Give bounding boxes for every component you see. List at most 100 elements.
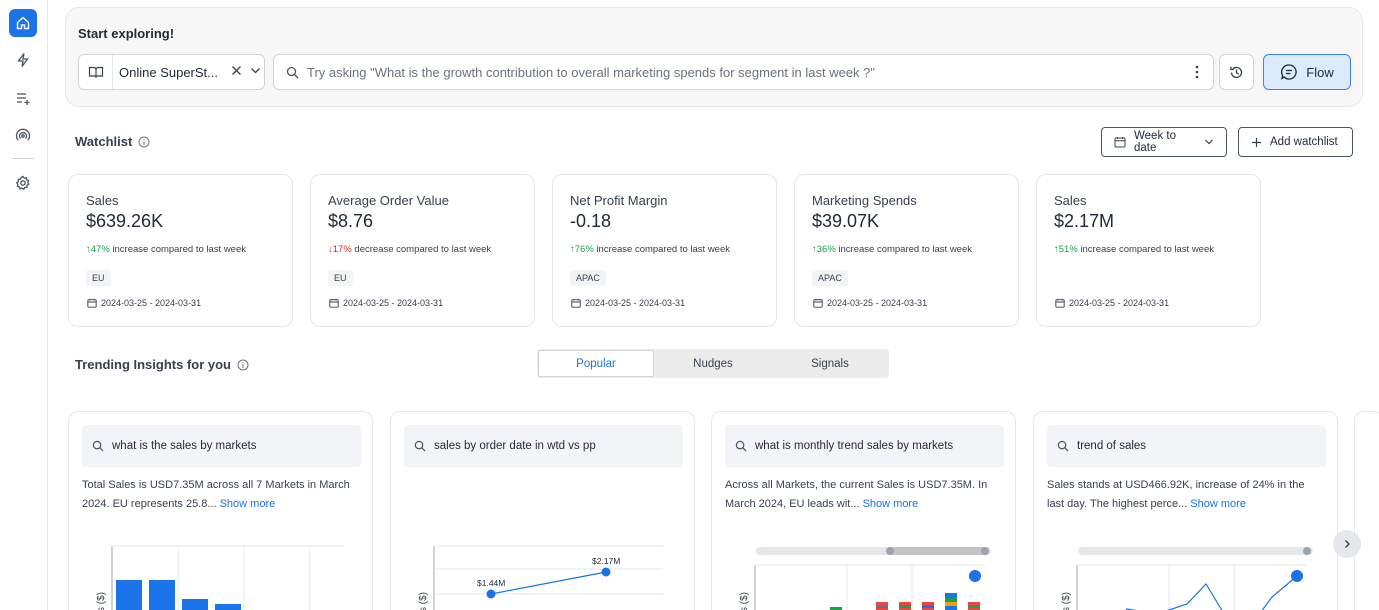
kpi-card[interactable]: Marketing Spends $39.07K ↑36% increase com… [794,174,1019,327]
kpi-title: Sales [86,193,119,208]
kpi-delta-pct: 76% [574,244,594,255]
chevron-down-icon[interactable] [250,63,261,81]
insight-card-peek [1354,411,1379,610]
insight-description: Total Sales is USD7.35M across all 7 Mar… [82,476,352,513]
kpi-title: Average Order Value [328,193,449,208]
kpi-card[interactable]: Sales $639.26K ↑47% increase compared to l… [68,174,293,327]
kpi-date-range: 2024-03-25 - 2024-03-31 [1055,298,1169,308]
explore-panel: Start exploring! Online SuperSt... Try a… [65,7,1363,107]
kpi-date-text: 2024-03-25 - 2024-03-31 [343,298,444,308]
chart-bar [876,602,888,610]
calendar-icon [329,298,339,308]
gear-icon[interactable] [9,169,37,197]
rail-divider [12,158,34,159]
insight-query-text: what is monthly trend sales by markets [755,440,954,452]
chart-ylabel: Sales ($) [96,592,107,610]
add-watchlist-label: Add watchlist [1270,136,1338,148]
kpi-delta-pct: 17% [332,244,352,255]
insight-description: Sales stands at USD466.92K, increase of … [1047,476,1317,513]
kpi-delta-text: increase compared to last week [596,244,730,255]
info-icon[interactable] [138,136,150,148]
kpi-value: -0.18 [570,211,612,231]
search-icon [414,440,426,452]
kpi-delta-pct: 51% [1058,244,1078,255]
insight-card[interactable]: sales by order date in wtd vs pp Sales (… [390,411,695,610]
chart-point [486,589,496,599]
kpi-card[interactable]: Average Order Value $8.76 ↓17% decrease co… [310,174,535,327]
flow-button[interactable]: Flow [1263,54,1351,90]
trend-up-icon: ↑ [86,244,91,255]
kpi-title: Net Profit Margin [570,193,668,208]
calendar-icon [571,298,581,308]
chart-point [601,567,611,577]
kpi-delta: ↑47% increase compared to last week [86,244,246,255]
tab-popular[interactable]: Popular [538,350,654,377]
add-watchlist-button[interactable]: Add watchlist [1238,127,1353,157]
insight-card[interactable]: what is monthly trend sales by markets A… [711,411,1016,610]
kpi-delta: ↑76% increase compared to last week [570,244,730,255]
kpi-date-range: 2024-03-25 - 2024-03-31 [571,298,685,308]
chat-icon [1280,63,1298,81]
kpi-date-range: 2024-03-25 - 2024-03-31 [813,298,927,308]
history-button[interactable] [1219,54,1254,90]
watchlist-title: Watchlist [75,134,150,149]
history-icon [1229,65,1244,80]
show-more-link[interactable]: Show more [219,497,276,510]
scroll-track [1078,547,1313,555]
lightning-icon[interactable] [9,46,37,74]
show-more-link[interactable]: Show more [862,497,919,510]
kpi-title: Marketing Spends [812,193,917,208]
insight-query: sales by order date in wtd vs pp [404,425,683,467]
chart-ylabel: Sales ($) [1061,592,1072,610]
chart-bar [182,599,208,610]
kpi-delta-pct: 47% [90,244,110,255]
plus-icon [1251,137,1262,148]
carousel-next-button[interactable] [1333,530,1361,558]
kpi-date-text: 2024-03-25 - 2024-03-31 [827,298,928,308]
chart-ylabel: Sales ($) [418,592,429,610]
kpi-title: Sales [1054,193,1087,208]
stacked-bar-chart: Sales ($) [739,547,991,610]
kpi-date-range: 2024-03-25 - 2024-03-31 [329,298,443,308]
info-icon[interactable] [237,359,249,371]
dataset-selector[interactable]: Online SuperSt... [78,54,265,90]
chart-point [969,570,981,582]
clear-icon[interactable] [231,63,242,81]
period-select[interactable]: Week to date [1101,127,1227,157]
trend-up-icon: ↑ [570,244,575,255]
trending-title-text: Trending Insights for you [75,357,231,372]
insight-query-text: trend of sales [1077,440,1147,452]
chart-line [1125,575,1298,610]
kpi-card[interactable]: Sales $2.17M ↑51% increase compared to las… [1036,174,1261,327]
kpi-card[interactable]: Net Profit Margin -0.18 ↑76% increase comp… [552,174,777,327]
kpi-value: $2.17M [1054,211,1115,231]
ask-input[interactable]: Try asking "What is the growth contribut… [273,54,1214,90]
explore-title: Start exploring! [78,26,175,41]
search-icon [1057,440,1069,452]
calendar-icon [813,298,823,308]
home-icon[interactable] [9,9,37,37]
more-options-icon[interactable] [1195,65,1199,84]
kpi-delta-text: increase compared to last week [1080,244,1214,255]
chart-point [1291,570,1303,582]
insight-card[interactable]: what is the sales by markets Total Sales… [68,411,373,610]
kpi-region-tag: APAC [570,270,606,286]
tab-nudges[interactable]: Nudges [693,357,733,370]
insight-query: what is the sales by markets [82,425,361,467]
kpi-region-tag: APAC [812,270,848,286]
trend-up-icon: ↑ [1054,244,1059,255]
chart-bar [149,580,175,610]
calendar-icon [1114,136,1126,148]
insight-query-text: sales by order date in wtd vs pp [434,440,596,452]
insight-description: Across all Markets, the current Sales is… [725,476,995,513]
broadcast-icon[interactable] [9,121,37,149]
kpi-date-text: 2024-03-25 - 2024-03-31 [585,298,686,308]
insight-tabs: Popular Nudges Signals [537,349,889,378]
insight-query: what is monthly trend sales by markets [725,425,1004,467]
add-list-icon[interactable] [9,84,37,112]
insight-card[interactable]: trend of sales Sales stands at USD466.92… [1033,411,1338,610]
tab-signals[interactable]: Signals [811,357,849,370]
show-more-link[interactable]: Show more [1190,497,1246,510]
watchlist-title-text: Watchlist [75,134,133,149]
period-label: Week to date [1134,130,1176,154]
